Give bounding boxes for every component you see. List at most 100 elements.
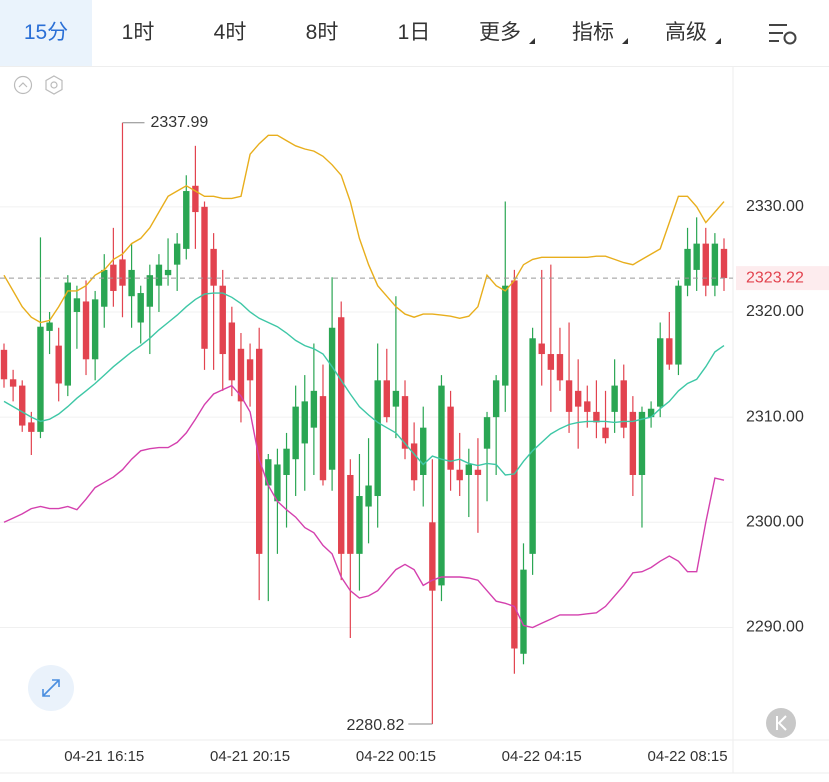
candle-body xyxy=(237,348,245,402)
candle-body xyxy=(82,301,90,360)
candle-body xyxy=(155,264,163,286)
menu-button[interactable]: 高级 xyxy=(665,21,707,44)
candle-body xyxy=(301,401,308,444)
dropdown-arrow xyxy=(529,38,535,44)
candle-body xyxy=(474,469,482,475)
timeframe-tab[interactable]: 4时 xyxy=(213,21,247,44)
y-tick-label: 2330.00 xyxy=(746,198,804,215)
candle-body xyxy=(483,417,491,449)
candle-body xyxy=(101,269,108,307)
y-tick-label: 2290.00 xyxy=(746,619,804,636)
candle-body xyxy=(119,259,126,286)
x-tick-label: 04-22 04:15 xyxy=(502,748,582,765)
dropdown-arrow xyxy=(622,38,628,44)
candle-body xyxy=(55,345,62,384)
candle-body xyxy=(456,469,463,481)
candle-body xyxy=(720,248,728,279)
candle-body xyxy=(511,280,518,649)
candle-body xyxy=(556,354,564,381)
x-tick-label: 04-22 00:15 xyxy=(356,748,436,765)
candle-body xyxy=(629,411,637,475)
candle-body xyxy=(529,338,536,554)
candle-body xyxy=(347,474,354,554)
candle-body xyxy=(73,298,81,312)
candle-body xyxy=(137,293,144,323)
candle-body xyxy=(292,406,299,460)
candle-body xyxy=(620,380,627,428)
candle-body xyxy=(255,348,263,554)
x-tick-label: 04-21 16:15 xyxy=(64,748,144,765)
candle-body xyxy=(611,385,618,412)
candle-body xyxy=(374,380,381,497)
candle-body xyxy=(37,326,44,432)
last-price-label: 2323.22 xyxy=(746,269,804,286)
candle-body xyxy=(210,248,217,286)
menu-button[interactable]: 指标 xyxy=(572,21,614,44)
candle-body xyxy=(410,443,418,481)
candle-body xyxy=(164,269,172,276)
expand-button[interactable] xyxy=(28,665,74,711)
candle-body xyxy=(310,390,318,428)
candle-body xyxy=(9,379,17,387)
candle-body xyxy=(64,282,71,386)
k-button[interactable] xyxy=(766,708,796,738)
candle-body xyxy=(465,464,473,475)
candle-body xyxy=(356,496,363,554)
candle-body xyxy=(274,464,281,502)
band-line xyxy=(3,384,725,629)
dropdown-arrow xyxy=(715,38,721,44)
candle-body xyxy=(657,338,664,407)
candle-body xyxy=(338,317,345,554)
candle-body xyxy=(711,243,719,286)
candle-body xyxy=(319,396,327,481)
high-label: 2337.99 xyxy=(150,114,208,131)
settings-icon[interactable] xyxy=(769,24,797,45)
y-tick-label: 2310.00 xyxy=(746,408,804,425)
low-label: 2280.82 xyxy=(347,717,405,734)
menu-button[interactable]: 更多 xyxy=(479,21,521,44)
tool-icons xyxy=(13,75,63,95)
candle-body xyxy=(593,411,600,423)
timeframe-tab[interactable]: 1日 xyxy=(397,21,431,44)
candle-body xyxy=(173,243,181,265)
candle-body xyxy=(0,349,8,380)
candle-body xyxy=(192,185,199,213)
candle-body xyxy=(684,248,691,286)
toolbar: 15分 1时 4时 8时 1日 更多 指标 高级 xyxy=(0,0,829,67)
candle-body xyxy=(46,322,53,331)
candle-body xyxy=(565,380,573,412)
candle-body xyxy=(447,406,454,470)
candle-body xyxy=(584,401,591,412)
y-tick-label: 2300.00 xyxy=(746,514,804,531)
band-line xyxy=(3,292,725,476)
candle-body xyxy=(128,269,135,297)
candle-body xyxy=(547,354,555,370)
candle-body xyxy=(420,427,427,475)
candle-body xyxy=(110,264,117,291)
candle-body xyxy=(283,448,290,475)
candle-body xyxy=(647,408,655,418)
timeframe-tab[interactable]: 15分 xyxy=(0,0,92,66)
timeframe-tab[interactable]: 8时 xyxy=(305,21,339,44)
candle-body xyxy=(328,327,336,470)
candle-body xyxy=(19,385,26,426)
candle-body xyxy=(602,427,609,439)
candle-body xyxy=(28,422,35,432)
candle-body xyxy=(201,206,208,349)
x-tick-label: 04-22 08:15 xyxy=(648,748,728,765)
timeframe-tab[interactable]: 1时 xyxy=(121,21,155,44)
candle-body xyxy=(183,191,190,249)
candle-body xyxy=(392,390,400,407)
last-price-bg xyxy=(736,266,829,291)
candle-body xyxy=(638,411,646,475)
candle-body xyxy=(492,380,500,418)
candle-body xyxy=(91,299,99,360)
y-tick-label: 2320.00 xyxy=(746,303,804,320)
candle-body xyxy=(228,322,236,381)
candle-body xyxy=(702,243,709,286)
candle-body xyxy=(675,285,682,365)
candle-body xyxy=(383,380,390,418)
candle-body xyxy=(666,338,673,365)
